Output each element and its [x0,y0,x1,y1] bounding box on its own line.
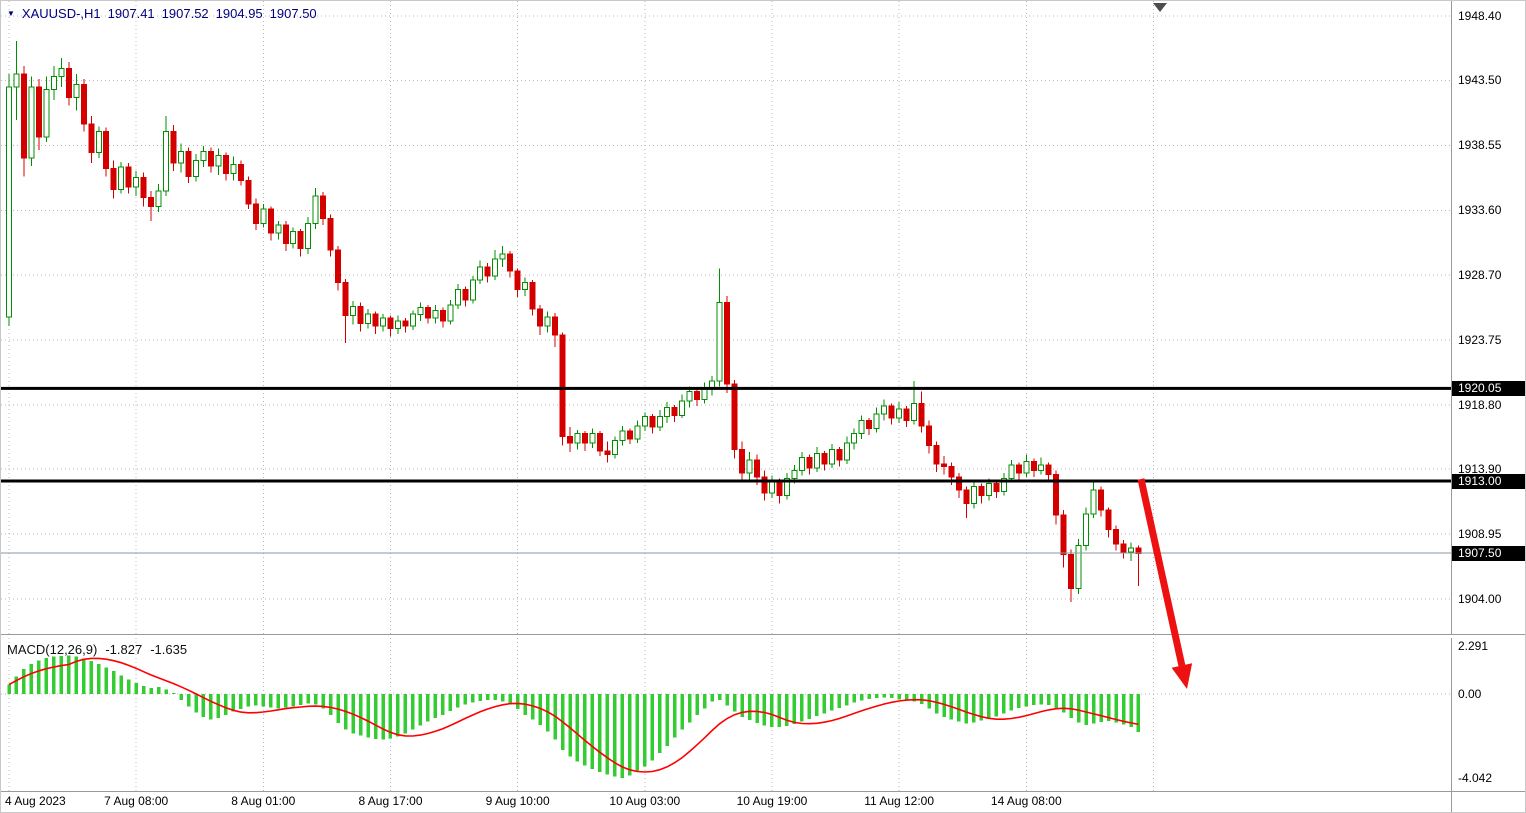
ohlc-high-value: 1907.52 [161,6,209,21]
candlestick-chart[interactable] [1,1,1451,634]
time-tick-label: 8 Aug 17:00 [358,794,423,808]
bear-candles [21,62,1142,602]
bottom-separator [1,791,1525,792]
time-tick-label: 9 Aug 10:00 [485,794,550,808]
level-price-badge: 1913.00 [1452,473,1525,489]
price-chart-panel[interactable]: ▼ XAUUSD-,H1 1907.41 1907.52 1904.95 190… [1,1,1451,634]
macd-name-label: MACD(12,26,9) [7,642,98,657]
price-tick-label: 1928.70 [1458,267,1502,282]
time-axis[interactable]: 4 Aug 2023 7 Aug 08:00 8 Aug 01:00 8 Aug 17… [1,793,1451,812]
time-tick-label: 4 Aug 2023 [5,794,66,808]
price-tick-label: 1918.80 [1458,397,1502,412]
grid-layer [1,1,1451,634]
time-tick-label: 10 Aug 19:00 [736,794,808,808]
price-tick-label: 1943.50 [1458,73,1502,88]
chart-shift-marker-icon[interactable] [1153,3,1167,12]
price-tick-label: 1938.55 [1458,138,1502,153]
time-tick-label: 8 Aug 01:00 [231,794,296,808]
price-tick-label: 1933.60 [1458,203,1502,218]
macd-chart[interactable] [1,638,1451,791]
horizontal-level-line[interactable] [1,479,1451,483]
ohlc-close-value: 1907.50 [269,6,317,21]
panel-splitter[interactable] [1,634,1525,638]
time-tick-label: 10 Aug 03:00 [609,794,681,808]
macd-main-value: -1.827 [105,642,143,657]
macd-tick-label: 2.291 [1458,639,1489,654]
level-price-badge: 1920.05 [1452,380,1525,396]
macd-signal-line [8,657,1139,773]
macd-indicator-label: MACD(12,26,9) -1.827 -1.635 [7,642,187,657]
time-tick-label: 7 Aug 08:00 [104,794,169,808]
horizontal-level-line[interactable] [1,386,1451,390]
ohlc-open-value: 1907.41 [107,6,155,21]
ohlc-low-value: 1904.95 [215,6,263,21]
price-axis[interactable]: 1948.40 1943.50 1938.55 1933.60 1928.70 1923.… [1451,1,1525,812]
macd-tick-label: 0.00 [1458,687,1482,701]
macd-indicator-panel[interactable]: MACD(12,26,9) -1.827 -1.635 [1,638,1451,791]
symbol-dropdown-icon[interactable]: ▼ [7,9,15,18]
price-tick-label: 1913.90 [1458,462,1502,477]
macd-tick-label: -4.042 [1458,770,1493,785]
current-price-badge: 1907.50 [1452,545,1525,561]
time-tick-label: 11 Aug 12:00 [864,794,935,808]
price-tick-label: 1923.75 [1458,332,1502,347]
symbol-ohlc-header: ▼ XAUUSD-,H1 1907.41 1907.52 1904.95 190… [7,6,317,21]
bull-candles [6,41,1134,594]
macd-histogram [7,655,1141,778]
time-tick-label: 14 Aug 08:00 [990,794,1062,808]
price-tick-label: 1908.95 [1458,527,1502,542]
macd-signal-value: -1.635 [150,642,188,657]
price-tick-label: 1904.00 [1458,592,1502,607]
symbol-timeframe-label: XAUUSD-,H1 [21,6,101,21]
price-tick-label: 1948.40 [1458,9,1502,24]
